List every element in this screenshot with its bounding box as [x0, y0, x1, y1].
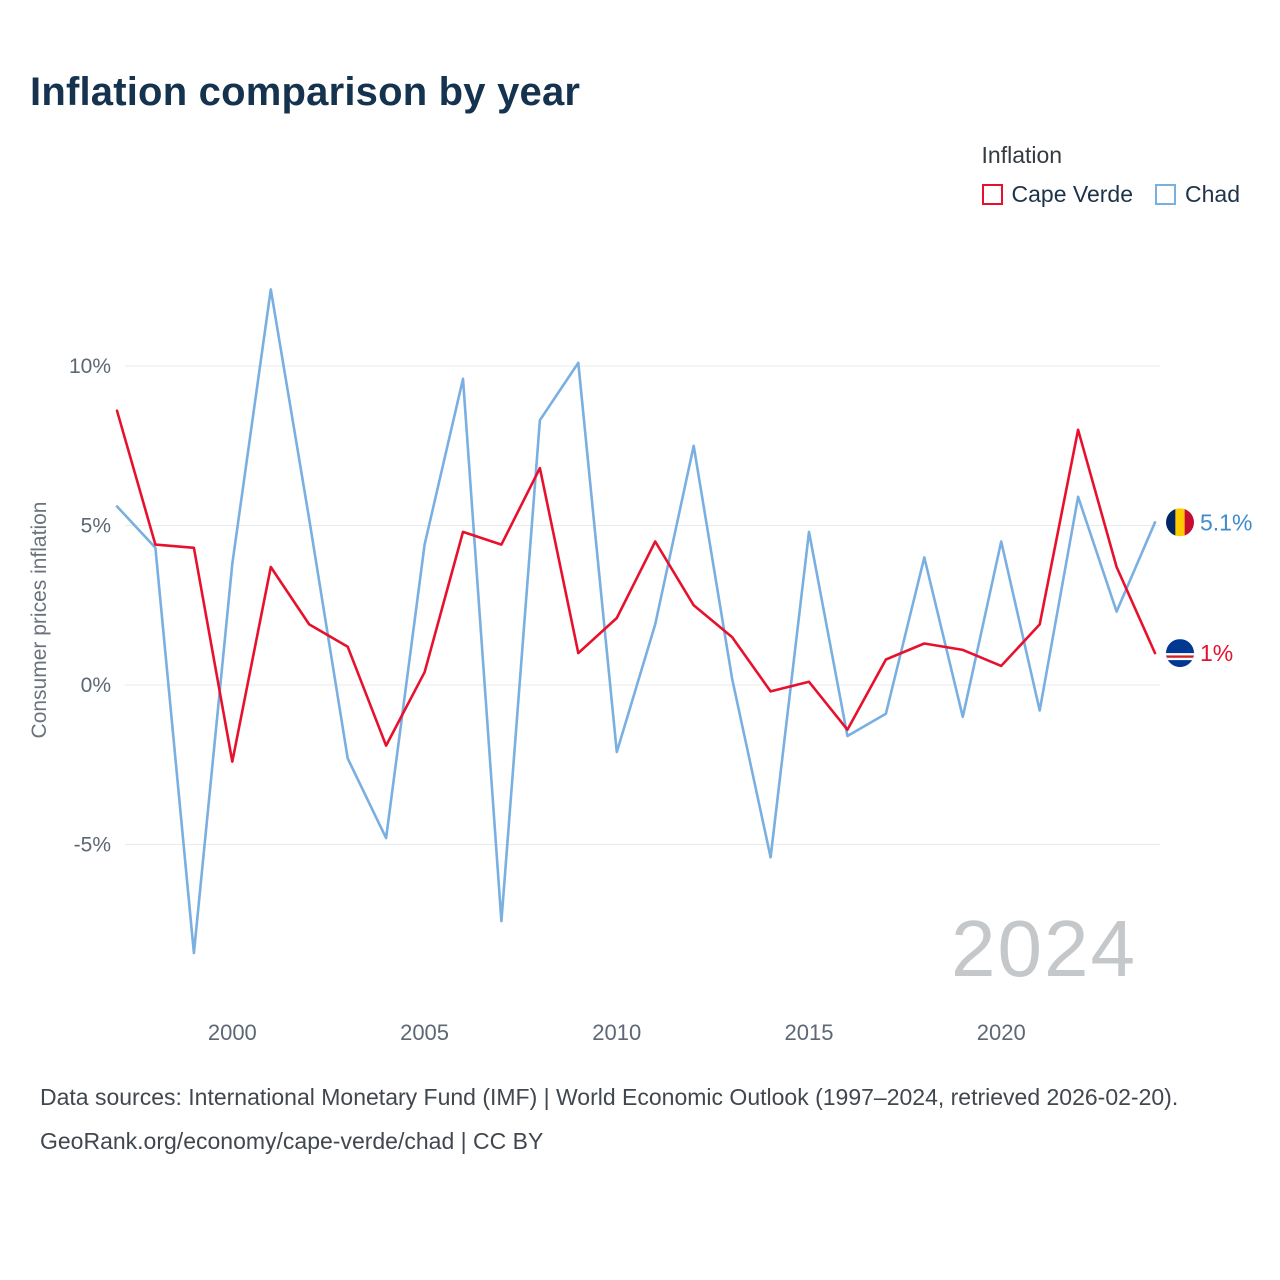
- chad-flag-icon: [1166, 508, 1194, 537]
- cape-verde-swatch: [981, 184, 1003, 205]
- y-tick-label: 0%: [81, 674, 111, 697]
- legend-item-label: Chad: [1185, 181, 1240, 207]
- chad-end-label: 5.1%: [1200, 509, 1252, 535]
- legend-items: Cape Verde Chad: [981, 181, 1240, 208]
- cape-verde-flag-icon: [1166, 639, 1194, 668]
- attribution-text: GeoRank.org/economy/cape-verde/chad | CC…: [40, 1127, 544, 1154]
- chad-line: [115, 288, 1157, 955]
- page-title: Inflation comparison by year: [30, 70, 581, 114]
- x-tick-label: 2015: [785, 1020, 834, 1045]
- y-tick-label: 10%: [69, 355, 111, 378]
- data-sources-text: Data sources: International Monetary Fun…: [40, 1084, 1179, 1110]
- legend-title: Inflation: [981, 142, 1063, 168]
- x-tick-label: 2000: [208, 1020, 257, 1045]
- x-tick-label: 2010: [592, 1020, 641, 1045]
- cape-verde-end-label: 1%: [1200, 640, 1233, 666]
- y-tick-label: -5%: [74, 834, 111, 857]
- legend: Inflation Cape Verde Chad: [981, 142, 1240, 208]
- footer: Data sources: International Monetary Fun…: [40, 1080, 1245, 1159]
- y-tick-label: 5%: [81, 515, 111, 538]
- watermark-year: 2024: [951, 904, 1137, 993]
- legend-item-chad[interactable]: Chad: [1155, 181, 1240, 208]
- legend-item-label: Cape Verde: [1011, 181, 1134, 207]
- cape-verde-line: [115, 409, 1157, 763]
- legend-item-cape-verde[interactable]: Cape Verde: [981, 181, 1134, 208]
- x-tick-label: 2005: [400, 1020, 449, 1045]
- x-tick-label: 2020: [977, 1020, 1026, 1045]
- y-axis-title: Consumer prices inflation: [28, 502, 51, 739]
- chad-swatch: [1155, 184, 1177, 205]
